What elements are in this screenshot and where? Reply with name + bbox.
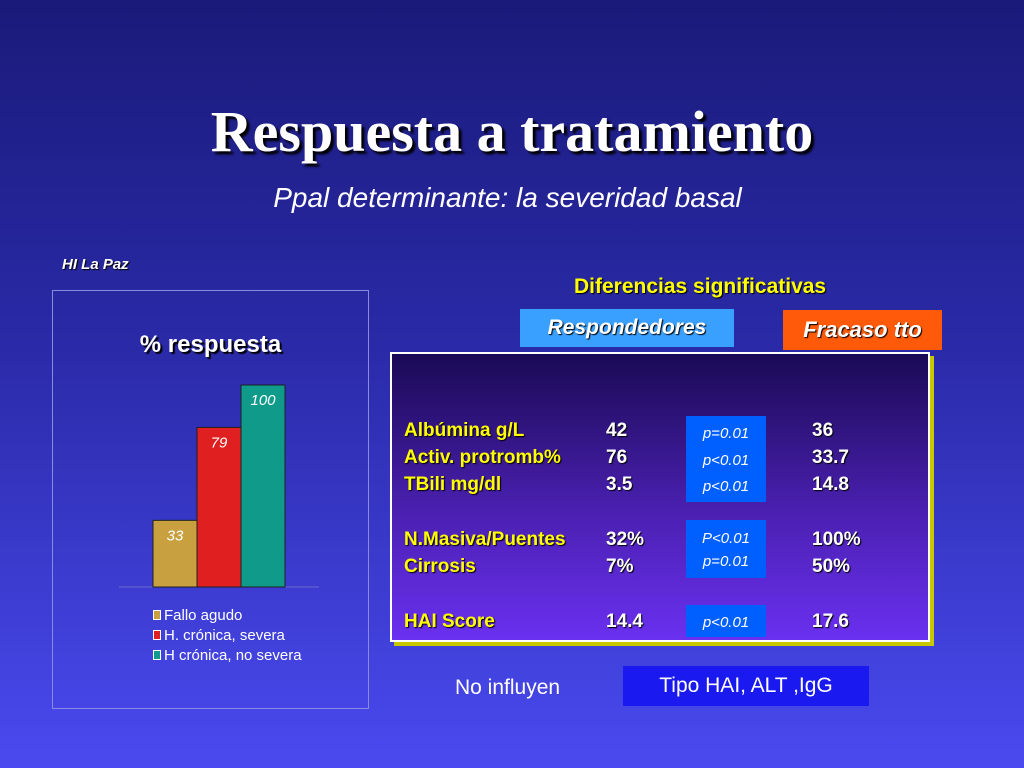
p-value: P<0.01 — [702, 530, 750, 547]
row-label: N.Masiva/Puentes — [404, 529, 566, 550]
legend-label: H. crónica, severa — [164, 626, 285, 644]
chart-legend: Fallo agudo H. crónica, severa H crónica… — [153, 605, 302, 665]
respondedores-value: 14.4 — [606, 611, 643, 632]
row-label: HAI Score — [404, 611, 495, 632]
bar-1 — [196, 426, 242, 588]
p-value: p=0.01 — [702, 553, 750, 570]
respondedores-value: 7% — [606, 556, 634, 577]
legend-swatch — [153, 610, 161, 620]
respondedores-value: 42 — [606, 420, 628, 441]
bar-data-label: 79 — [211, 434, 228, 451]
p-value: p<0.01 — [702, 614, 750, 631]
row-label: TBili mg/dl — [404, 474, 502, 495]
respondedores-label: Respondedores — [520, 309, 734, 347]
slide-title: Respuesta a tratamiento — [210, 99, 814, 164]
bar-2 — [240, 384, 286, 588]
p-value: p=0.01 — [702, 425, 750, 442]
p-value-box — [686, 520, 766, 578]
row-label: Cirrosis — [404, 556, 476, 577]
slide-subtitle: Ppal determinante: la severidad basal — [273, 182, 742, 213]
row-label: Activ. protromb% — [404, 447, 561, 468]
no-influyen-label: No influyen — [455, 676, 561, 699]
bar-chart-svg: 33 79 100 — [119, 384, 319, 588]
non-influential-factors: Tipo HAI, ALT ,IgG — [623, 666, 869, 706]
p-value-box — [686, 416, 766, 502]
bar-data-label: 33 — [167, 527, 184, 544]
legend-item-cronica-severa: H. crónica, severa — [153, 625, 302, 645]
fracaso-value: 36 — [812, 420, 834, 441]
legend-item-fallo-agudo: Fallo agudo — [153, 605, 302, 625]
source-label: HI La Paz — [62, 256, 129, 273]
respondedores-value: 76 — [606, 447, 628, 468]
legend-label: H crónica, no severa — [164, 646, 302, 664]
row-label: Albúmina g/L — [404, 420, 525, 441]
fracaso-value: 50% — [812, 556, 851, 577]
bar-0 — [152, 519, 198, 588]
fracaso-label: Fracaso tto — [783, 310, 942, 350]
legend-label: Fallo agudo — [164, 606, 243, 624]
fracaso-value: 17.6 — [812, 611, 849, 632]
chart-title: % respuesta — [139, 331, 282, 358]
legend-item-cronica-no-severa: H crónica, no severa — [153, 645, 302, 665]
legend-swatch — [153, 650, 161, 660]
respondedores-value: 3.5 — [606, 474, 633, 495]
fracaso-value: 100% — [812, 529, 861, 550]
bar-data-label: 100 — [250, 392, 276, 409]
respondedores-value: 32% — [606, 529, 645, 550]
p-value: p<0.01 — [702, 452, 750, 469]
p-value: p<0.01 — [702, 478, 750, 495]
comparison-table: Albúmina g/L 42 p=0.01 36 Activ. protrom… — [390, 352, 930, 642]
significant-differences-label: Diferencias significativas — [574, 275, 827, 298]
response-chart: % respuesta 33 79 100 Fallo agudo H. cróni… — [52, 290, 369, 709]
legend-swatch — [153, 630, 161, 640]
fracaso-value: 14.8 — [812, 474, 849, 495]
fracaso-value: 33.7 — [812, 447, 849, 468]
p-value-box — [686, 605, 766, 637]
